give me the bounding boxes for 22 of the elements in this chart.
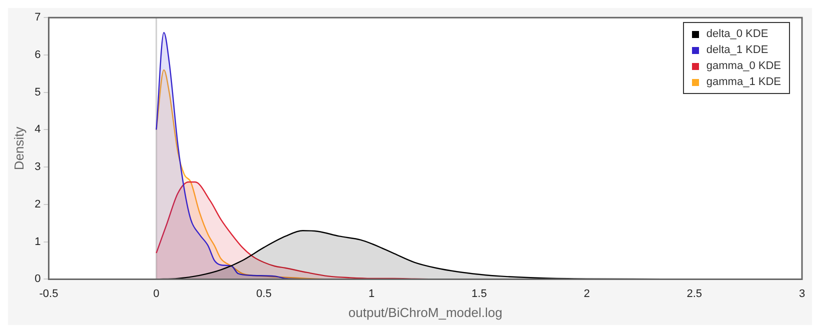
x-tick-label: 1 <box>368 288 375 300</box>
legend-label: gamma_0 KDE <box>706 59 781 74</box>
x-tick-label: -0.5 <box>39 288 58 300</box>
y-tick-label: 1 <box>34 236 41 248</box>
legend-label: delta_0 KDE <box>706 27 768 42</box>
y-tick-label: 3 <box>34 161 41 174</box>
y-tick-label: 4 <box>34 124 41 136</box>
x-tick-label: 3 <box>798 288 806 300</box>
y-tick-label: 5 <box>34 86 41 98</box>
y-tick-label: 2 <box>34 198 41 210</box>
y-axis-title: Density <box>11 126 26 170</box>
y-tick-label: 0 <box>34 273 41 286</box>
legend-label: gamma_1 KDE <box>706 75 781 90</box>
x-tick-label: 1.5 <box>472 288 487 300</box>
x-axis-title: output/BiChroM_model.log <box>348 304 502 320</box>
x-tick-label: 0 <box>153 288 160 300</box>
y-tick-label: 7 <box>34 12 41 24</box>
x-tick-label: 2.5 <box>686 288 702 300</box>
legend-label: delta_1 KDE <box>706 43 768 58</box>
x-tick-label: 0.5 <box>256 288 272 300</box>
x-tick-label: 2 <box>584 288 590 300</box>
y-tick-label: 6 <box>34 49 41 62</box>
